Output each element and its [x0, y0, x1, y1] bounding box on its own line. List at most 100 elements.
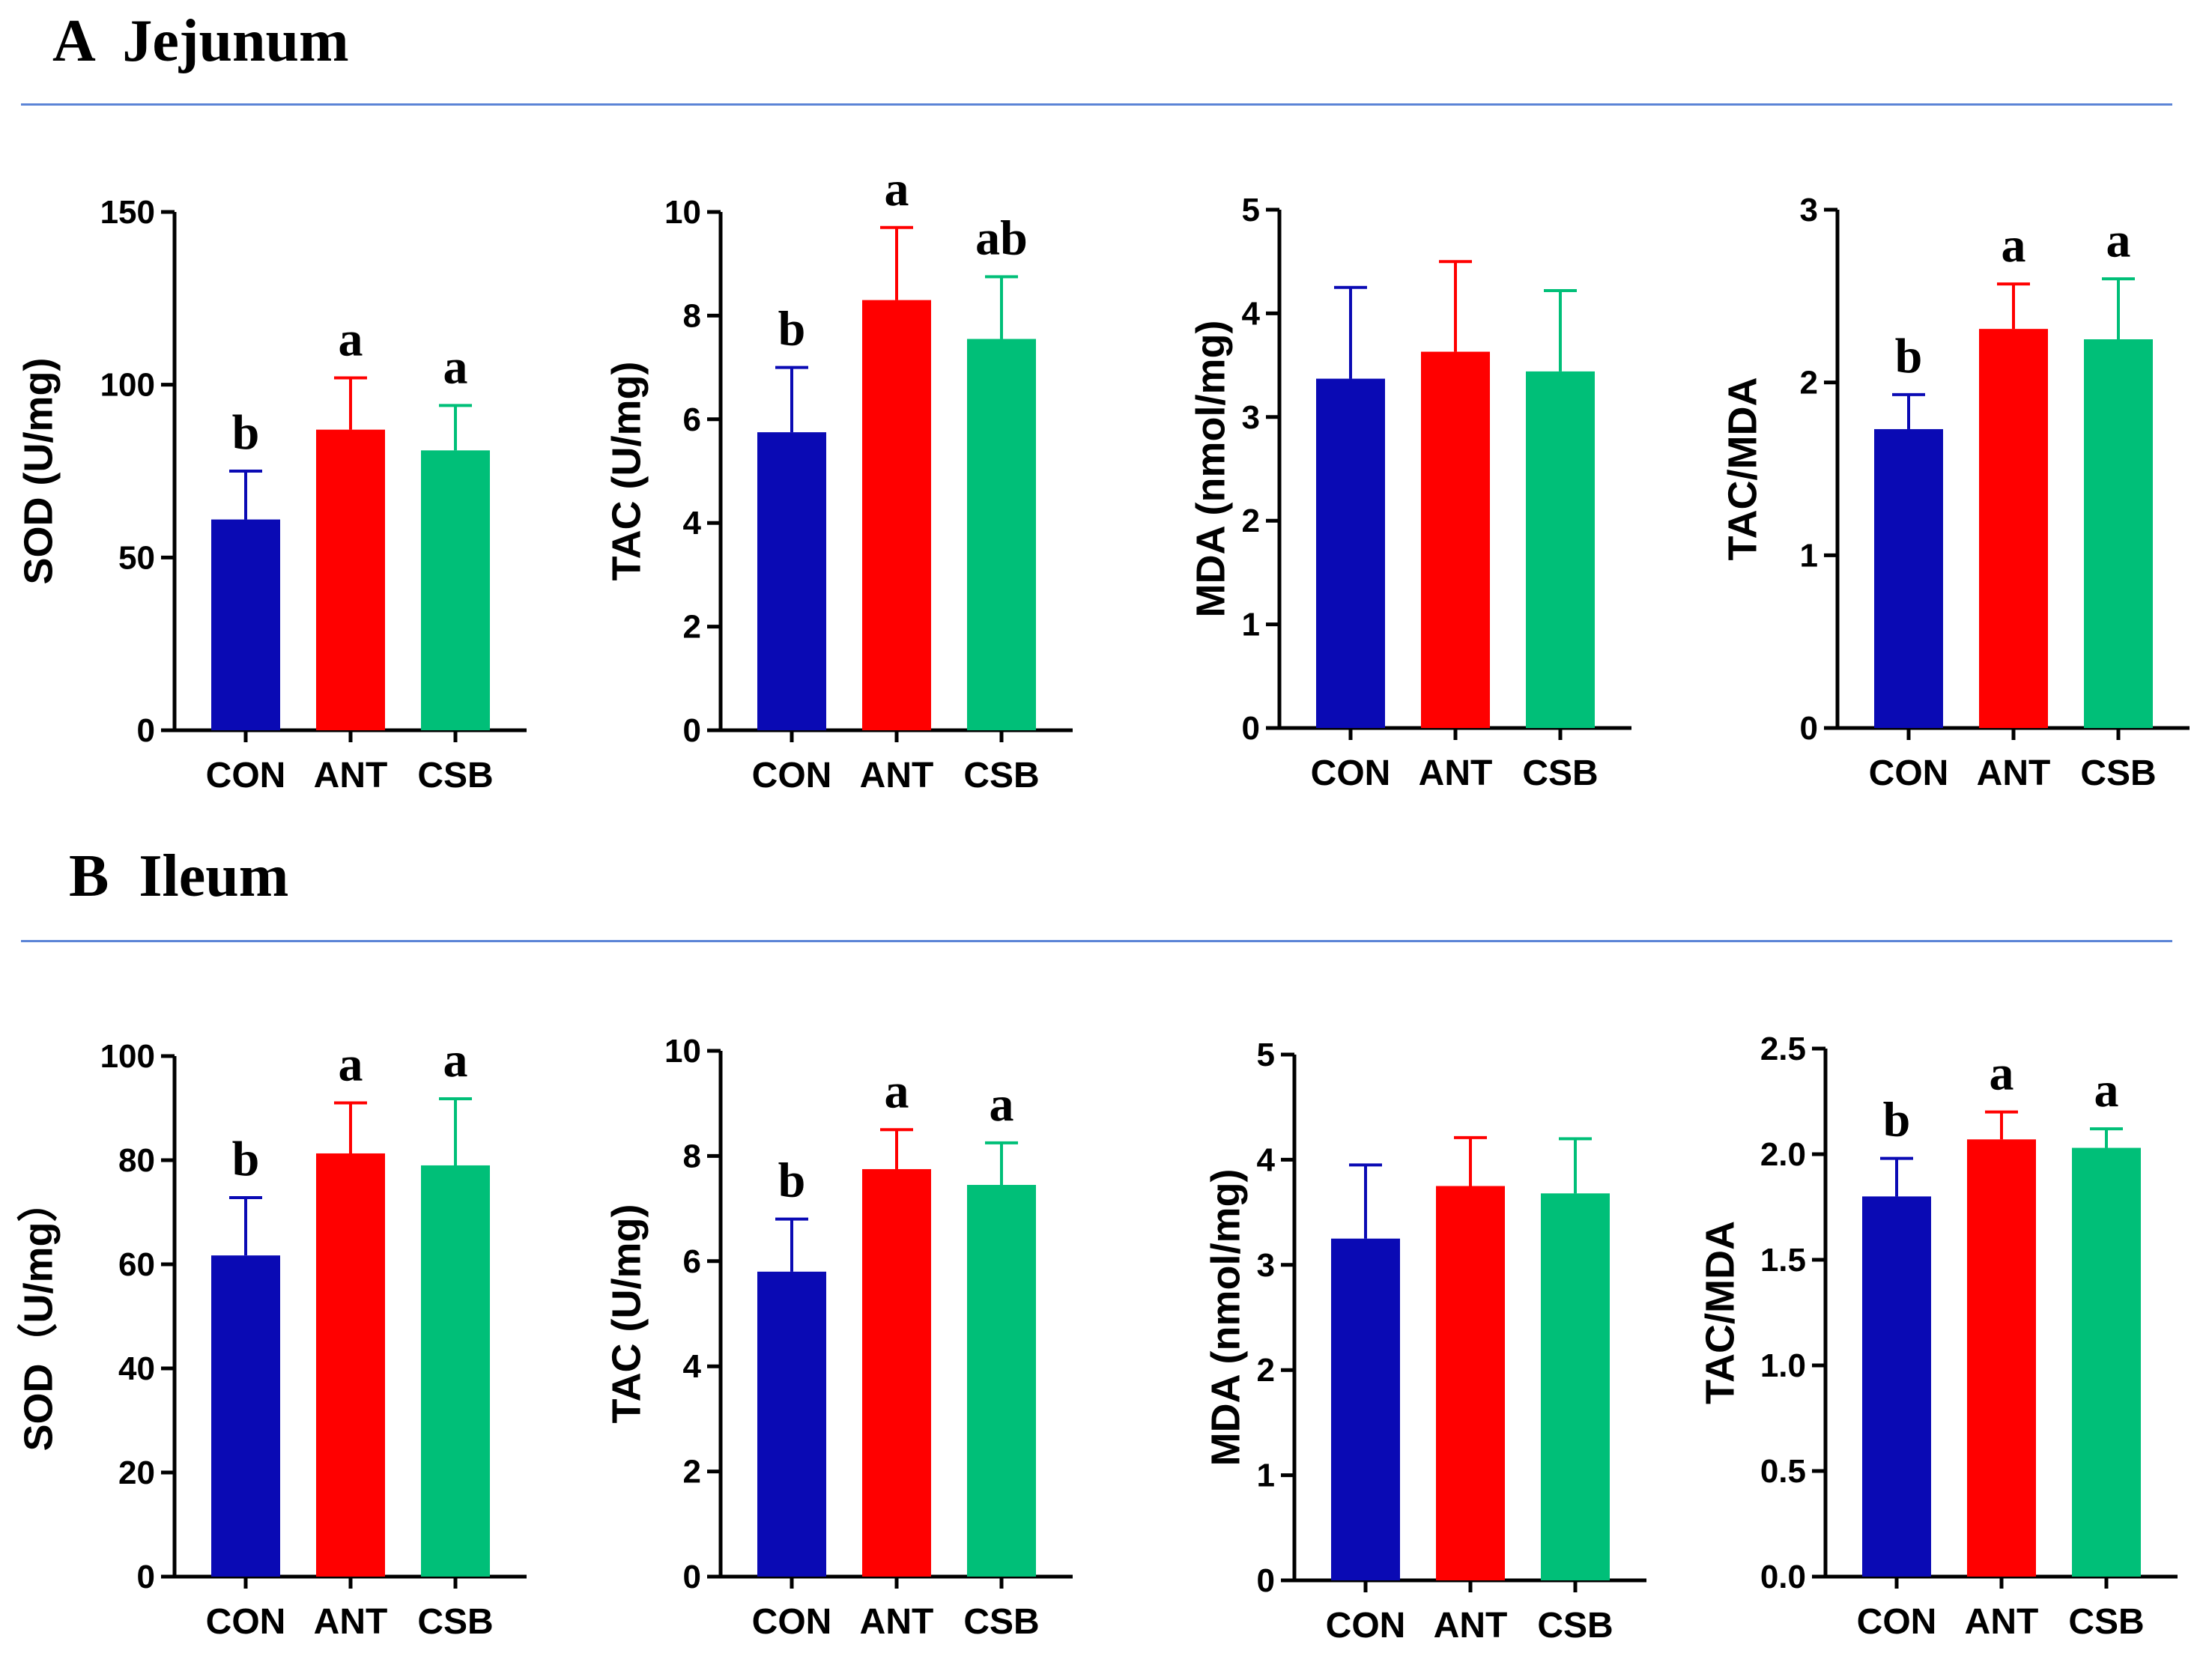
x-tick-label: ANT — [314, 1602, 388, 1642]
significance-letter: a — [885, 1064, 909, 1118]
bar-con — [1862, 1196, 1931, 1577]
chart-ileum-tac-mda: 0.0 0.5 1.0 1.5 2.0 2.5 TAC/MDA CON b ANT a CSB a — [1697, 1031, 2178, 1642]
bar-con — [1316, 378, 1385, 728]
y-tick-label: 4 — [683, 505, 702, 542]
bar-ant — [862, 1168, 931, 1577]
section-title-jejunum: A Jejunum — [52, 8, 349, 74]
y-tick-label: 2 — [683, 1454, 701, 1490]
y-axis-title: MDA (nmol/mg) — [1203, 1169, 1248, 1467]
y-tick-label: 2 — [1242, 503, 1260, 539]
bar-con — [211, 1255, 280, 1577]
y-tick-label: 100 — [100, 1038, 155, 1075]
y-tick-label: 1 — [1257, 1458, 1275, 1494]
bar-con — [757, 1271, 826, 1577]
significance-letter: a — [885, 162, 909, 216]
y-axis-title: SOD（U/mg） — [16, 1181, 61, 1451]
bar-csb — [2084, 339, 2153, 728]
y-tick-label: 6 — [683, 1243, 701, 1280]
y-tick-label: 100 — [100, 367, 155, 404]
y-axis-title: TAC/MDA — [1697, 1221, 1742, 1404]
bar-ant — [1967, 1139, 2036, 1577]
significance-letter: b — [1895, 329, 1923, 383]
y-tick-label: 10 — [664, 1033, 701, 1070]
significance-letter: a — [339, 312, 363, 366]
y-tick-label: 1 — [1242, 607, 1260, 643]
bar-ant — [1436, 1186, 1505, 1580]
bar-ant — [862, 300, 931, 730]
bar-csb — [1526, 371, 1595, 728]
y-axis-title: TAC (U/mg) — [604, 362, 649, 581]
x-tick-label: CSB — [1537, 1606, 1613, 1646]
chart-jejunum-tac: 0 2 4 6 8 10 TAC (U/mg) CON b ANT a CSB ab — [604, 162, 1073, 795]
x-tick-label: ANT — [1977, 753, 2051, 793]
significance-letter: ab — [975, 211, 1028, 266]
chart-jejunum-sod: 0 50 100 150 SOD (U/mg) CON b ANT a CSB a — [16, 194, 527, 795]
y-tick-label: 60 — [118, 1246, 155, 1283]
x-tick-label: CSB — [2080, 753, 2156, 793]
x-tick-label: CON — [206, 756, 286, 795]
y-tick-label: 4 — [1257, 1141, 1276, 1178]
y-tick-label: 4 — [683, 1348, 702, 1385]
bar-ant — [316, 429, 385, 730]
section-title-ileum: B Ileum — [69, 843, 289, 909]
y-tick-label: 2 — [683, 609, 701, 646]
y-tick-label: 3 — [1257, 1247, 1275, 1284]
y-tick-label: 2 — [1257, 1352, 1275, 1389]
y-axis-title: MDA (nmol/mg) — [1188, 321, 1233, 618]
bar-csb — [967, 1185, 1036, 1577]
y-tick-label: 10 — [664, 194, 701, 231]
y-tick-label: 3 — [1800, 192, 1818, 228]
significance-letter: a — [2094, 1063, 2119, 1117]
x-tick-label: CON — [206, 1602, 286, 1642]
significance-letter: a — [2002, 218, 2026, 273]
y-tick-label: 0 — [137, 712, 155, 749]
x-tick-label: CON — [1326, 1606, 1406, 1646]
y-tick-label: 0.0 — [1760, 1559, 1806, 1595]
x-tick-label: CON — [1857, 1602, 1937, 1642]
x-tick-label: CON — [1311, 753, 1391, 793]
significance-letter: a — [990, 1077, 1014, 1132]
y-tick-label: 0 — [683, 1559, 701, 1595]
y-tick-label: 0 — [1242, 710, 1260, 747]
x-tick-label: ANT — [1434, 1606, 1508, 1646]
bar-con — [757, 432, 826, 730]
bar-ant — [1421, 351, 1490, 728]
x-tick-label: CSB — [417, 1602, 493, 1642]
bar-con — [211, 519, 280, 730]
y-tick-label: 80 — [118, 1142, 155, 1179]
significance-letter: b — [1883, 1093, 1911, 1147]
x-tick-label: CSB — [1522, 753, 1598, 793]
chart-jejunum-tac-mda: 0 1 2 3 TAC/MDA CON b ANT a CSB a — [1720, 192, 2190, 793]
bar-csb — [2072, 1147, 2141, 1577]
y-tick-label: 5 — [1242, 192, 1260, 228]
y-tick-label: 8 — [683, 297, 701, 334]
y-tick-label: 50 — [118, 539, 155, 576]
y-tick-label: 0 — [683, 712, 701, 749]
x-tick-label: CSB — [417, 756, 493, 795]
x-tick-label: CON — [1869, 753, 1949, 793]
x-tick-label: ANT — [1965, 1602, 2039, 1642]
significance-letter: b — [778, 302, 806, 357]
y-tick-label: 5 — [1257, 1037, 1275, 1073]
x-tick-label: ANT — [314, 756, 388, 795]
bar-ant — [1979, 329, 2048, 728]
bar-csb — [421, 450, 490, 730]
x-tick-label: CSB — [2068, 1602, 2144, 1642]
y-tick-label: 4 — [1242, 295, 1261, 332]
x-tick-label: CSB — [963, 1602, 1039, 1642]
x-tick-label: ANT — [860, 1602, 934, 1642]
x-tick-label: CON — [752, 756, 832, 795]
significance-letter: a — [1990, 1046, 2014, 1101]
significance-letter: a — [2106, 213, 2131, 267]
y-axis-title: TAC/MDA — [1720, 377, 1765, 561]
significance-letter: a — [339, 1037, 363, 1092]
y-tick-label: 1.5 — [1760, 1242, 1806, 1279]
chart-ileum-tac: 0 2 4 6 8 10 TAC (U/mg) CON b ANT a CSB a — [604, 1033, 1073, 1642]
y-tick-label: 0 — [1257, 1562, 1275, 1599]
x-tick-label: ANT — [1419, 753, 1493, 793]
y-tick-label: 3 — [1242, 399, 1260, 436]
y-tick-label: 40 — [118, 1350, 155, 1387]
bar-csb — [1541, 1193, 1610, 1580]
y-tick-label: 1 — [1800, 537, 1818, 574]
